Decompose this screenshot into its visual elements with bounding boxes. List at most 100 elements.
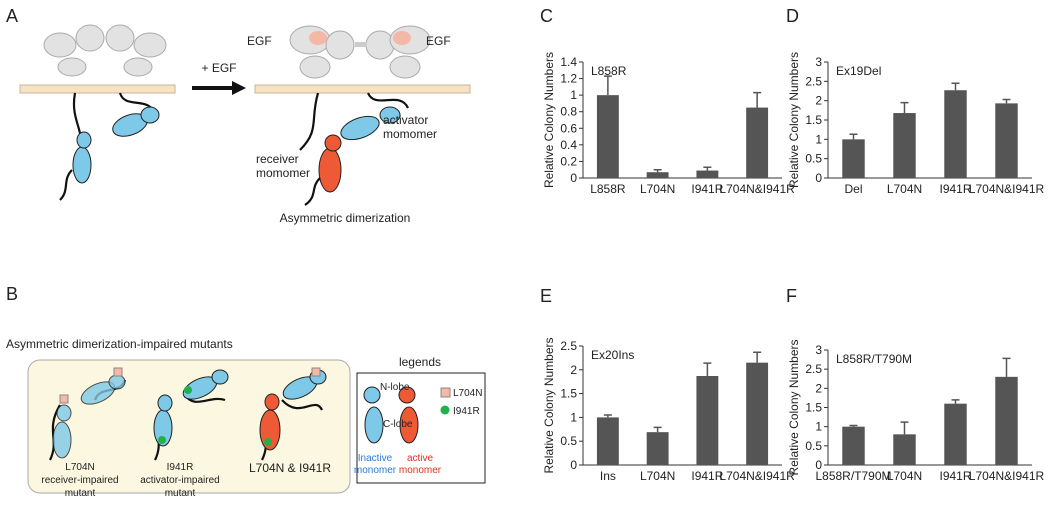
legend-shapes <box>363 386 451 444</box>
y-tick-label: 1.2 <box>560 72 577 86</box>
error-bar <box>849 133 858 140</box>
x-tick-label: I941R <box>939 182 971 196</box>
y-axis-label: Relative Colony Numbers <box>542 337 556 473</box>
y-tick-label: 2 <box>815 94 822 108</box>
bar <box>596 95 619 178</box>
egf-label: EGF <box>247 34 272 48</box>
error-bar <box>653 168 662 173</box>
error-bar <box>753 91 762 108</box>
x-tick-label: L704N <box>887 469 922 483</box>
inactive-receptors <box>19 24 176 201</box>
y-tick-label: 0.5 <box>805 152 822 166</box>
chart-title: L858R/T790M <box>836 352 912 366</box>
y-tick-label: 1.5 <box>560 387 577 401</box>
y-axis-label: Relative Colony Numbers <box>542 52 556 188</box>
y-tick-label: 3 <box>815 343 822 357</box>
x-tick-label: L704N&I941R <box>969 182 1045 196</box>
y-tick-label: 3 <box>815 55 822 69</box>
x-tick-label: L858R <box>590 182 626 196</box>
mutant-label: L704N & I941R <box>249 461 331 475</box>
y-tick-label: 0 <box>815 171 822 185</box>
y-axis-label: Relative Colony Numbers <box>787 339 801 475</box>
bar <box>842 139 865 178</box>
caption: Asymmetric dimerization-impaired mutants <box>6 337 233 351</box>
receiver-label: receiver momomer <box>256 152 310 180</box>
active-dimer <box>254 25 471 206</box>
activator-label: activator momomer <box>383 113 437 141</box>
error-bar <box>1002 357 1011 377</box>
error-bar <box>703 166 712 171</box>
y-tick-label: 0.8 <box>560 105 577 119</box>
bar <box>746 107 769 178</box>
panel-label: C <box>540 6 553 26</box>
x-tick-label: L704N <box>640 469 675 483</box>
bar <box>995 103 1018 178</box>
chart-title: Ex20Ins <box>591 348 634 362</box>
y-tick-label: 1.5 <box>805 113 822 127</box>
panel-label: B <box>6 284 18 304</box>
egf-arrow <box>192 81 246 95</box>
x-tick-label: L704N <box>640 182 675 196</box>
error-bar <box>849 424 858 427</box>
y-axis-label: Relative Colony Numbers <box>787 52 801 188</box>
y-tick-label: 2.5 <box>805 74 822 88</box>
x-tick-label: L704N&I941R <box>719 469 795 483</box>
bar <box>696 170 719 178</box>
y-tick-label: 0 <box>570 458 577 472</box>
x-tick-label: L704N <box>887 182 922 196</box>
mutant-label: I941R activator-impaired mutant <box>140 462 219 499</box>
error-bar <box>603 75 612 96</box>
y-tick-label: 0.4 <box>560 138 577 152</box>
legend-label: I941R <box>453 406 480 417</box>
y-tick-label: 2 <box>815 381 822 395</box>
egf-label: EGF <box>426 34 451 48</box>
y-tick-label: 2.5 <box>805 362 822 376</box>
y-tick-label: 1 <box>815 420 822 434</box>
error-bar <box>753 351 762 363</box>
x-tick-label: Del <box>844 182 862 196</box>
bar <box>696 375 719 465</box>
caption: Asymmetric dimerization <box>280 211 411 225</box>
bar <box>596 417 619 465</box>
y-tick-label: 2.5 <box>560 339 577 353</box>
x-tick-label: Ins <box>600 469 616 483</box>
error-bar <box>951 82 960 91</box>
panel-label: A <box>6 6 18 26</box>
arrow-label: + EGF <box>201 61 236 75</box>
error-bar <box>603 414 612 418</box>
y-tick-label: 1.5 <box>805 401 822 415</box>
legend-label: N-lobe <box>380 382 410 393</box>
bar <box>944 403 967 465</box>
bar <box>842 426 865 465</box>
error-bar <box>703 362 712 376</box>
chart-title: Ex19Del <box>836 64 881 78</box>
y-tick-label: 2 <box>570 363 577 377</box>
bar <box>893 434 916 465</box>
error-bar <box>653 426 662 433</box>
panel-label: E <box>540 286 552 306</box>
legend-label: active monomer <box>399 453 442 476</box>
chart-title: L858R <box>591 64 627 78</box>
y-tick-label: 1 <box>570 410 577 424</box>
panel-label: F <box>786 286 797 306</box>
error-bar <box>900 421 909 435</box>
y-tick-label: 0.2 <box>560 154 577 168</box>
y-tick-label: 0.5 <box>560 434 577 448</box>
legend-label: L704N <box>453 388 482 399</box>
y-tick-label: 0.6 <box>560 121 577 135</box>
bar <box>893 113 916 178</box>
bar <box>646 172 669 178</box>
y-tick-label: 1.4 <box>560 55 577 69</box>
mutant-diagrams <box>49 367 327 461</box>
y-tick-label: 1 <box>815 132 822 146</box>
x-tick-label: L704N&I941R <box>719 182 795 196</box>
y-tick-label: 0 <box>815 458 822 472</box>
bar <box>746 362 769 465</box>
mutant-label: L704N receiver-impaired mutant <box>41 462 118 499</box>
y-tick-label: 0 <box>570 171 577 185</box>
y-tick-label: 1 <box>570 88 577 102</box>
legend-label: Inactive monomer <box>354 453 397 476</box>
error-bar <box>900 101 909 114</box>
panel-label: D <box>786 6 799 26</box>
